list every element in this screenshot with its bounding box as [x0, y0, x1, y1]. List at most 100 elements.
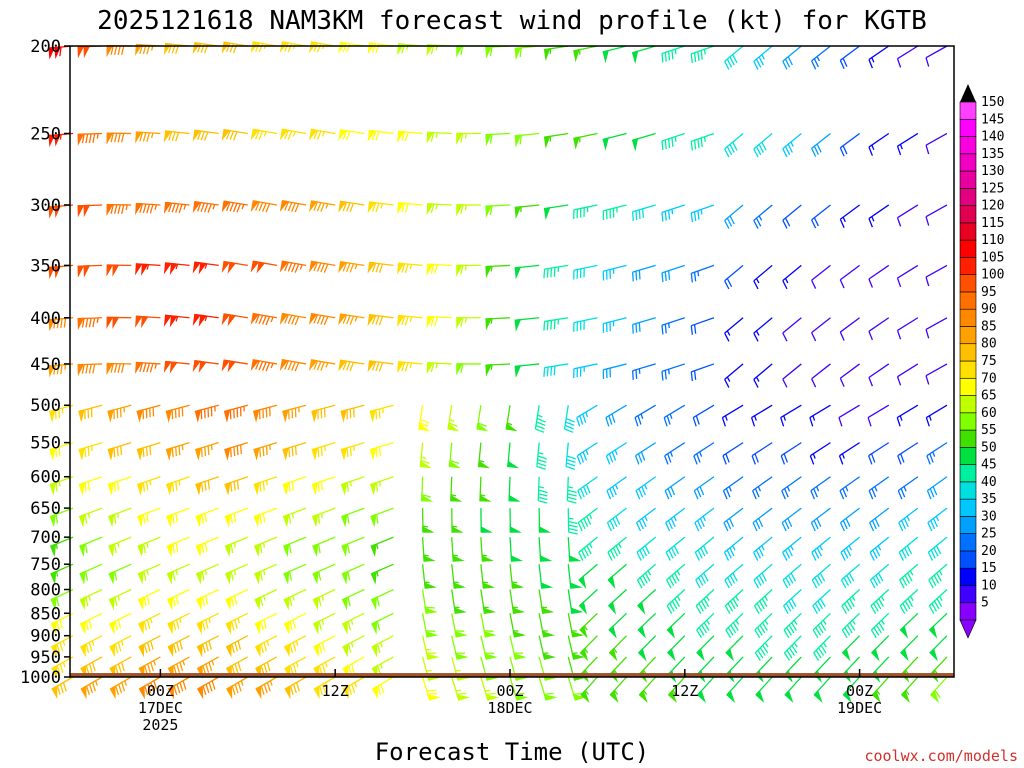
- wind-barb: [897, 442, 919, 465]
- wind-barb: [631, 132, 656, 152]
- wind-barb: [869, 536, 890, 561]
- wind-barb: [538, 635, 556, 660]
- colorbar-swatch: [959, 188, 977, 206]
- colorbar-label: 130: [981, 164, 1004, 179]
- wind-barb: [607, 563, 627, 590]
- wind-barb: [839, 45, 860, 69]
- wind-barb: [925, 264, 948, 287]
- wind-barb: [509, 564, 525, 589]
- wind-barb: [576, 442, 598, 465]
- wind-barb: [250, 359, 278, 372]
- wind-barb: [48, 204, 74, 219]
- colorbar-swatch: [959, 377, 977, 396]
- wind-barb: [783, 635, 802, 661]
- wind-barb: [341, 507, 365, 528]
- wind-barb: [166, 536, 190, 558]
- wind-barb: [573, 204, 598, 220]
- wind-barb: [607, 589, 627, 615]
- wind-barb: [693, 476, 715, 500]
- wind-barb: [419, 442, 432, 469]
- wind-barb: [925, 317, 948, 339]
- y-tick-label: 950: [30, 648, 61, 668]
- wind-barb: [812, 589, 831, 615]
- wind-barb: [838, 442, 860, 465]
- wind-barb: [567, 635, 586, 660]
- wind-barb: [106, 203, 132, 217]
- wind-barb: [80, 656, 103, 679]
- colorbar-label: 35: [981, 492, 997, 507]
- wind-barb: [451, 537, 465, 562]
- wind-barb: [928, 589, 948, 615]
- wind-barb: [451, 564, 466, 589]
- colorbar-label: 115: [981, 216, 1004, 231]
- wind-barb: [573, 363, 598, 379]
- wind-barb: [282, 441, 307, 461]
- wind-barb: [631, 317, 656, 334]
- wind-barb: [573, 45, 598, 63]
- wind-barb: [341, 588, 365, 611]
- colorbar-label: 125: [981, 181, 1004, 196]
- wind-barb: [138, 635, 161, 658]
- wind-barb: [254, 563, 278, 585]
- y-tick-label: 600: [30, 468, 61, 488]
- wind-barb: [514, 363, 540, 378]
- wind-barb: [694, 507, 715, 532]
- wind-barb: [49, 404, 74, 423]
- wind-barb: [341, 612, 365, 635]
- wind-barb: [253, 476, 278, 496]
- wind-barb: [927, 507, 948, 532]
- x-tick-label: 00Z: [147, 682, 174, 700]
- wind-barb: [721, 404, 744, 427]
- wind-barb: [567, 508, 578, 535]
- colorbar-label: 50: [981, 440, 997, 455]
- wind-barb: [279, 41, 307, 54]
- wind-barb: [567, 564, 583, 589]
- wind-barb: [925, 132, 948, 155]
- wind-barb: [135, 361, 161, 374]
- wind-barb: [869, 507, 890, 532]
- colorbar-label: 80: [981, 337, 997, 352]
- wind-barb: [77, 264, 103, 278]
- wind-barb: [371, 635, 394, 658]
- wind-barb: [221, 260, 248, 274]
- wind-barb: [896, 264, 919, 288]
- wind-barb: [927, 536, 948, 561]
- wind-barb: [136, 404, 161, 423]
- colorbar-swatch: [959, 343, 977, 362]
- wind-barb: [508, 476, 521, 502]
- wind-barb: [77, 317, 103, 331]
- x-tick-label: 17DEC: [138, 699, 183, 717]
- wind-barb: [106, 264, 132, 277]
- wind-barb: [609, 676, 628, 704]
- colorbar-swatch: [959, 274, 977, 293]
- wind-barb: [538, 589, 555, 614]
- plot-frame: [69, 45, 955, 678]
- wind-barb: [811, 363, 831, 388]
- wind-barb: [665, 536, 686, 561]
- wind-barb: [192, 360, 219, 373]
- y-tick-label: 350: [30, 256, 61, 276]
- wind-barb: [841, 612, 861, 639]
- wind-barb: [282, 404, 307, 423]
- wind-barb: [338, 261, 365, 274]
- wind-barb: [367, 42, 394, 55]
- colorbar-label: 45: [981, 458, 997, 473]
- wind-barb: [49, 441, 74, 461]
- wind-barb: [192, 129, 219, 142]
- wind-barb: [839, 264, 860, 289]
- wind-barb: [340, 441, 365, 461]
- x-tick-label: 00Z: [496, 682, 523, 700]
- wind-barb: [480, 589, 496, 614]
- wind-barb: [426, 203, 452, 216]
- colorbar-swatch: [959, 567, 977, 586]
- wind-barb: [421, 508, 435, 533]
- wind-barb: [725, 612, 744, 639]
- wind-barb: [308, 313, 336, 326]
- wind-barb: [606, 476, 627, 500]
- wind-barb: [693, 442, 715, 465]
- wind-barb: [543, 45, 569, 62]
- wind-barb: [505, 405, 518, 432]
- wind-barb: [753, 589, 773, 615]
- wind-barb: [250, 200, 278, 213]
- wind-barb: [51, 676, 74, 700]
